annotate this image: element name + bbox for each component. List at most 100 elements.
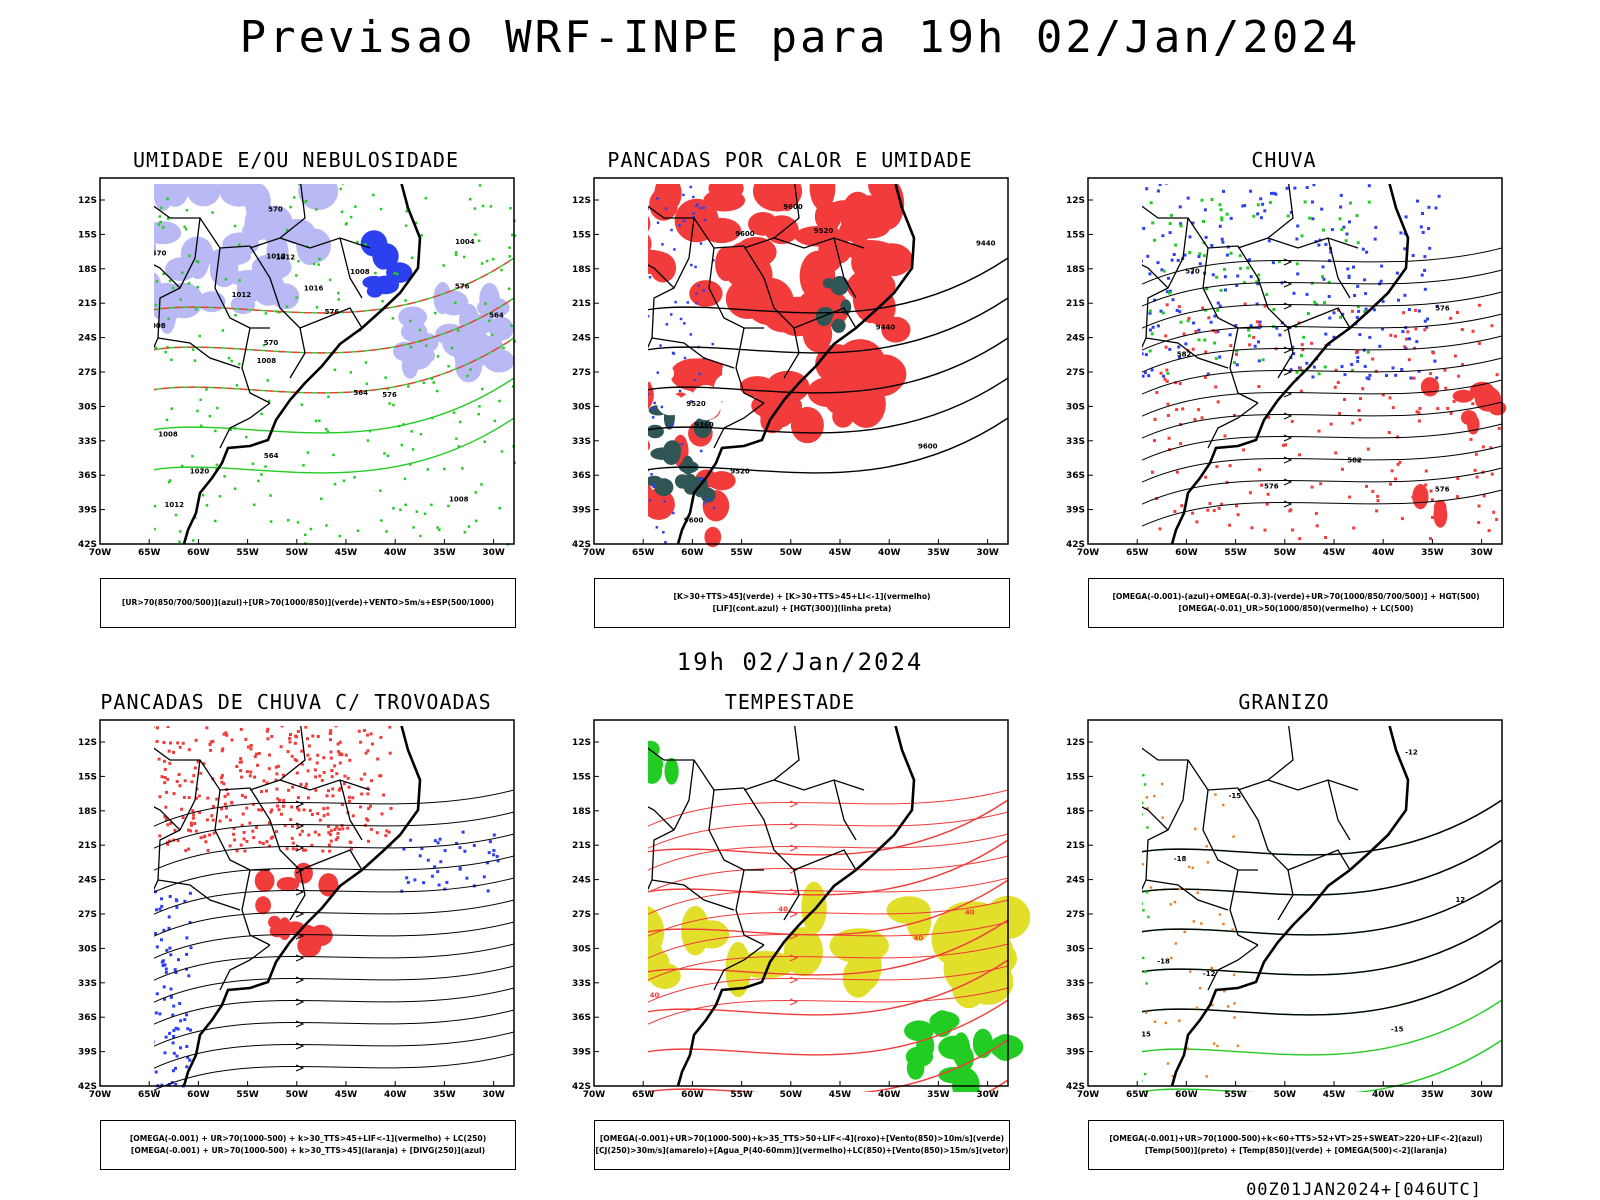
- thunder-area: [295, 735, 299, 739]
- omega500-area: [1216, 1044, 1219, 1048]
- humid-area-lower: [384, 376, 387, 379]
- legend-box: [UR>70(850/700/500)](azul)+[UR>70(1000/8…: [100, 578, 516, 628]
- humid-area-lower: [320, 497, 323, 500]
- thunder-area: [293, 758, 297, 762]
- omega-area: [1167, 276, 1170, 280]
- thunder-area: [168, 839, 171, 843]
- omega-area: [1385, 374, 1388, 377]
- omega-area: [1285, 186, 1289, 190]
- thunder-area: [328, 833, 332, 837]
- thunder-area: [331, 794, 335, 798]
- omega-strong-area: [1204, 287, 1208, 291]
- map-layer: 1008100810041008100810121012101610081012…: [152, 184, 517, 546]
- contour-label: 1008: [350, 268, 370, 276]
- thunder-area: [276, 877, 300, 892]
- thunder-area: [337, 788, 341, 792]
- state-border: [651, 879, 735, 911]
- omega-strong-area: [1151, 221, 1155, 225]
- thunder-area: [382, 793, 386, 797]
- omega500-area: [1232, 835, 1235, 838]
- streamline-arrow: [789, 954, 799, 962]
- rain-area: [1375, 509, 1379, 513]
- omega-area: [1249, 189, 1253, 193]
- thunder-area: [224, 731, 228, 735]
- rain-area: [1388, 396, 1392, 400]
- hgt-line: [648, 337, 1009, 394]
- omega500-area: [1227, 1005, 1230, 1008]
- lat-label: 24S: [572, 876, 591, 886]
- rain-area: [1178, 382, 1182, 386]
- humid-area-lower: [157, 223, 161, 226]
- rain-area: [1299, 366, 1302, 370]
- divergence-area: [455, 842, 458, 845]
- thunder-area: [341, 827, 345, 831]
- thunder-area: [366, 733, 370, 737]
- rain-area: [1315, 524, 1319, 528]
- convective-area: [735, 236, 777, 268]
- contour-label: 570: [1185, 268, 1200, 276]
- state-border: [713, 402, 765, 449]
- omega-area: [1403, 293, 1407, 297]
- map-background: [1088, 720, 1502, 1086]
- rain-area: [1229, 344, 1233, 348]
- omega-strong-area: [1295, 262, 1299, 266]
- divergence-area: [171, 1069, 175, 1073]
- lif-contour: [700, 449, 703, 453]
- rain-area: [1250, 526, 1254, 530]
- streamline: [1142, 489, 1503, 527]
- state-border: [241, 327, 271, 404]
- state-border: [214, 789, 270, 871]
- humid-area-lower: [229, 428, 232, 431]
- humid-area-lower: [154, 504, 157, 508]
- thunder-area: [322, 807, 326, 811]
- thunder-area: [338, 761, 342, 765]
- thunder-area: [320, 778, 324, 782]
- rain-area: [1407, 358, 1411, 362]
- contour-label: 570: [152, 249, 167, 257]
- humid-area-lower: [154, 346, 158, 349]
- temp850-dense: [1145, 891, 1149, 894]
- state-border: [743, 787, 800, 921]
- lon-label: 60W: [1175, 1090, 1198, 1100]
- thunder-area: [359, 777, 363, 781]
- omega-area: [1417, 309, 1421, 313]
- omega-area: [1372, 308, 1376, 312]
- thunder-area: [198, 811, 202, 814]
- rain-area: [1310, 485, 1314, 489]
- thunder-area: [220, 749, 224, 753]
- humid-area-lower: [419, 432, 423, 436]
- jet-area: [931, 913, 968, 964]
- humid-area-lower: [253, 503, 256, 506]
- humid-area-lower: [426, 468, 429, 471]
- legend-line: [UR>70(850/700/500)](azul)+[UR>70(1000/8…: [121, 598, 495, 607]
- streamline-arrow: [1283, 280, 1293, 288]
- lat-label: 33S: [572, 437, 591, 447]
- omega-strong-area: [1355, 214, 1359, 218]
- rain-area: [1258, 468, 1261, 472]
- rain-area: [1492, 510, 1496, 514]
- legend-line: [OMEGA(-0.001) + UR>70(1000-500) + k>30_…: [129, 1134, 487, 1143]
- humid-area-lower: [160, 206, 163, 210]
- humid-area-lower: [267, 399, 271, 403]
- humid-area-lower: [338, 534, 341, 538]
- divergence-area: [172, 1035, 176, 1038]
- lif-contour: [672, 511, 675, 515]
- rain-area: [1420, 377, 1440, 397]
- omega-area: [1145, 187, 1149, 191]
- rain-area: [1490, 324, 1494, 328]
- humid-area-lower: [400, 443, 404, 447]
- contour-label: -18: [1174, 855, 1187, 863]
- thunder-area: [166, 823, 170, 827]
- thunder-area: [166, 777, 170, 781]
- omega-area: [1363, 364, 1367, 368]
- divergence-area: [486, 861, 489, 865]
- unstable-area: [831, 318, 846, 333]
- omega-strong-area: [1247, 334, 1251, 338]
- humid-area-lower: [450, 346, 454, 350]
- lon-label: 55W: [236, 1090, 259, 1100]
- omega-area: [1426, 317, 1430, 321]
- lat-label: 30S: [78, 944, 97, 954]
- thunder-area: [291, 785, 295, 789]
- thunder-area: [243, 795, 247, 799]
